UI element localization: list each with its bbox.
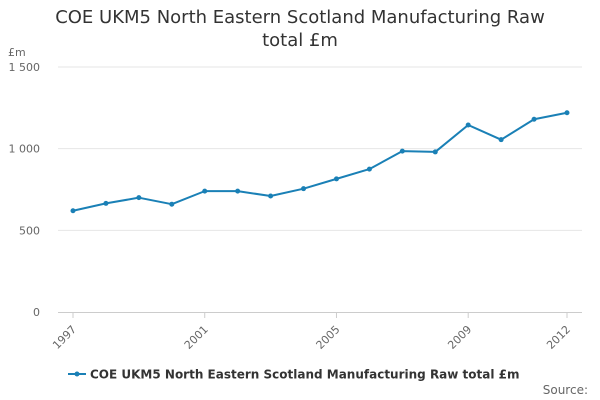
data-point[interactable]: [136, 195, 142, 201]
legend[interactable]: COE UKM5 North Eastern Scotland Manufact…: [68, 368, 520, 382]
x-tick-label: 2009: [445, 323, 474, 352]
y-tick-label: 1 000: [9, 143, 41, 156]
data-point[interactable]: [366, 166, 372, 172]
data-point[interactable]: [465, 122, 471, 128]
legend-label: COE UKM5 North Eastern Scotland Manufact…: [90, 368, 520, 382]
x-axis-tick-labels: 1997 2001 2005 2009 2012: [50, 323, 573, 352]
y-axis-unit-label: £m: [8, 46, 26, 59]
data-point[interactable]: [169, 201, 175, 207]
series-line: [72, 111, 568, 212]
y-tick-label: 500: [19, 224, 40, 237]
y-axis-tick-labels: 0 500 1 000 1 500: [9, 61, 41, 319]
data-point[interactable]: [202, 188, 208, 194]
y-tick-label: 0: [33, 306, 40, 319]
data-point[interactable]: [235, 188, 241, 194]
x-tick-label: 2012: [544, 323, 573, 352]
x-tick-label: 2001: [182, 323, 211, 352]
data-point[interactable]: [564, 110, 570, 116]
data-point[interactable]: [432, 149, 438, 155]
data-point[interactable]: [268, 193, 274, 199]
data-point[interactable]: [498, 137, 504, 143]
data-point[interactable]: [301, 186, 307, 192]
x-tick-label: 2005: [314, 323, 343, 352]
source-label: Source:: [543, 383, 588, 397]
data-point[interactable]: [531, 116, 537, 122]
legend-swatch-marker: [74, 371, 80, 377]
data-point[interactable]: [333, 176, 339, 182]
chart-title: COE UKM5 North Eastern Scotland Manufact…: [55, 7, 545, 51]
data-point[interactable]: [103, 200, 109, 206]
data-point[interactable]: [70, 208, 76, 214]
y-tick-label: 1 500: [9, 61, 41, 74]
x-tick-label: 1997: [50, 323, 79, 352]
gridlines: [58, 66, 582, 231]
x-axis: [58, 312, 582, 318]
data-point[interactable]: [399, 148, 405, 154]
series-layer: [70, 110, 570, 214]
